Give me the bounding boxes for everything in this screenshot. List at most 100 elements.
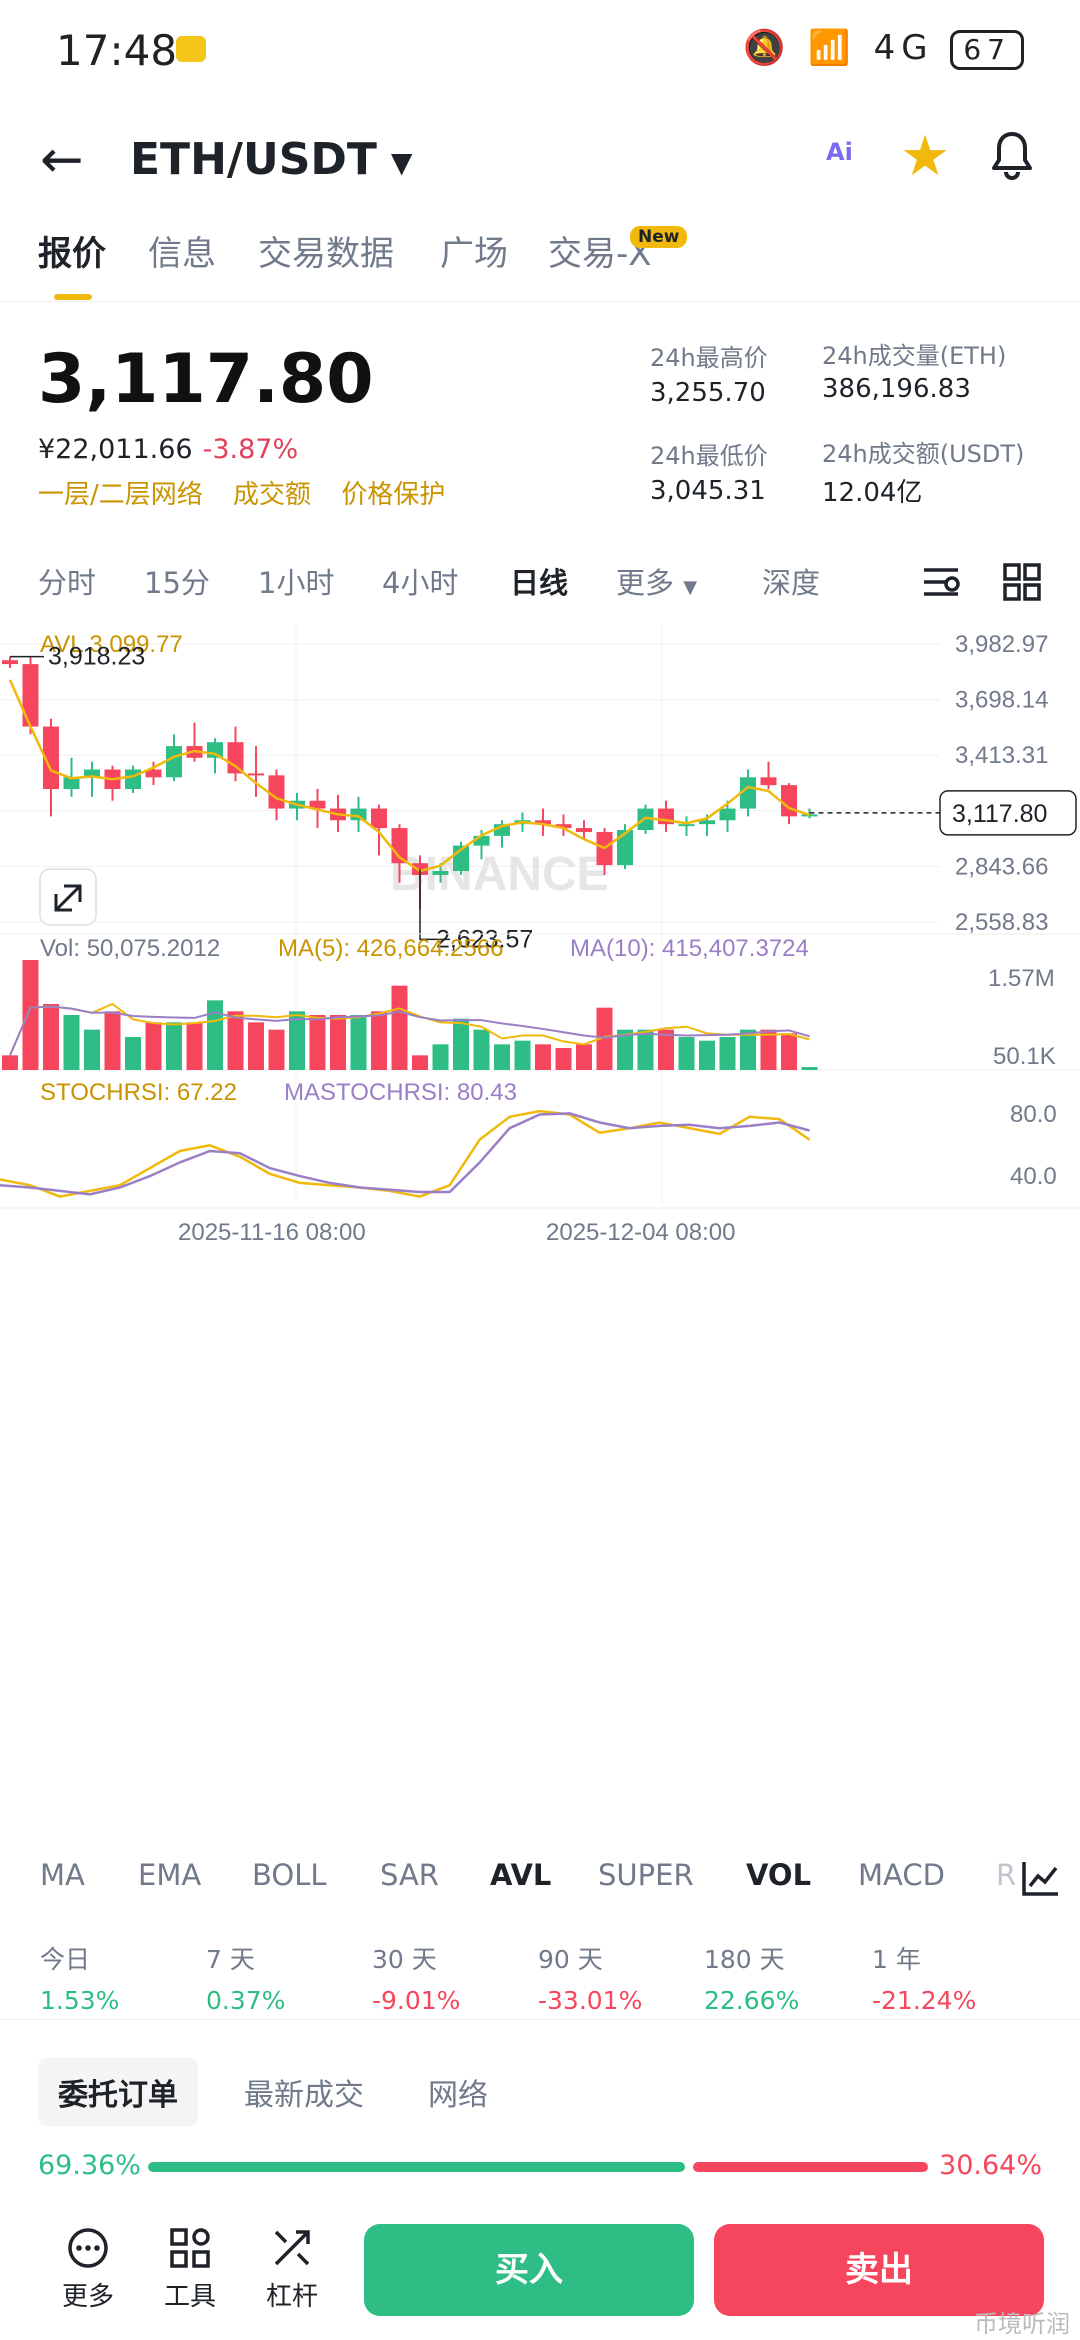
performance-row: 今日 1.53% 7 天 0.37% 30 天 -9.01% 90 天 -33.01% … — [0, 1940, 1080, 2020]
volume-bar — [371, 1011, 387, 1070]
interval-1h[interactable]: 1小时 — [258, 566, 335, 600]
price-change: -3.87% — [202, 434, 299, 465]
ind-boll[interactable]: BOLL — [252, 1858, 327, 1892]
volume-bar — [248, 1022, 264, 1070]
star-icon[interactable]: ★ — [900, 124, 951, 189]
candle-body — [760, 777, 777, 786]
tools-label: 工具 — [163, 2282, 216, 2312]
volume-bar — [186, 1022, 203, 1070]
candle-body — [43, 726, 59, 790]
tab-quote[interactable]: 报价 — [38, 234, 106, 274]
candle-body — [699, 820, 715, 825]
x-axis-label: 2025-12-04 08:00 — [546, 1219, 736, 1246]
candle-body — [309, 800, 326, 809]
indicator-chart-icon[interactable] — [1020, 1858, 1062, 1898]
notification-icon — [176, 36, 206, 62]
ind-sar[interactable]: SAR — [380, 1858, 439, 1892]
perf-7d: 7 天 0.37% — [206, 1940, 285, 2015]
high-annotation: 3,918.23 — [48, 643, 145, 671]
more-dots-icon — [68, 2228, 108, 2268]
chart-svg[interactable]: BINANCE3,982.973,698.143,413.313,128.492… — [0, 624, 1080, 1840]
ai-icon[interactable]: Ai — [826, 138, 853, 166]
candle-body — [535, 820, 551, 825]
tools-button[interactable]: 工具 — [150, 2224, 230, 2313]
ind-ema[interactable]: EMA — [138, 1858, 202, 1892]
bottom-bar: 更多 工具 杠杆 买入 卖出 — [0, 2220, 1080, 2340]
volume-bar — [699, 1040, 715, 1070]
volume-bar — [781, 1033, 797, 1070]
volume-bar — [391, 985, 408, 1070]
leverage-button[interactable]: 杠杆 — [252, 2224, 332, 2313]
interval-more[interactable]: 更多 ▼ — [616, 560, 697, 602]
volume-bar — [125, 1037, 141, 1070]
perf-value: -21.24% — [872, 1986, 977, 2015]
chart-settings-icon[interactable] — [920, 562, 964, 602]
interval-1d[interactable]: 日线 — [510, 566, 569, 600]
tab-info[interactable]: 信息 — [148, 234, 216, 274]
candle-body — [576, 828, 592, 832]
interval-line[interactable]: 分时 — [38, 566, 97, 600]
vol-tick: 1.57M — [988, 965, 1055, 992]
interval-4h[interactable]: 4小时 — [382, 566, 459, 600]
caret-down-icon: ▼ — [683, 577, 698, 598]
tab-network[interactable]: 网络 — [428, 2078, 488, 2113]
ind-r[interactable]: R — [996, 1858, 1017, 1892]
tab-order-book[interactable]: 委托订单 — [38, 2058, 198, 2126]
more-button[interactable]: 更多 — [48, 2224, 128, 2313]
indicator-tabs: MA EMA BOLL SAR AVL SUPER VOL MACD R — [0, 1858, 1080, 1914]
tag-l1-l2[interactable]: 一层/二层网络 — [38, 480, 203, 510]
mastochrsi-line — [0, 1112, 810, 1196]
low-annotation: 2,623.57 — [436, 925, 533, 953]
volume-bar — [2, 1055, 18, 1070]
low-annotation-line — [419, 869, 450, 941]
high-value: 3,255.70 — [650, 378, 766, 408]
perf-value: 22.66% — [704, 1986, 800, 2015]
depth-tab[interactable]: 深度 — [762, 566, 821, 600]
tab-latest-trades[interactable]: 最新成交 — [244, 2078, 364, 2113]
back-arrow-icon[interactable]: ← — [40, 130, 84, 190]
buy-button[interactable]: 买入 — [364, 2224, 694, 2316]
price-chart[interactable]: BINANCE3,982.973,698.143,413.313,128.492… — [0, 624, 1080, 1840]
status-bar: 17:48 🔕 📶 4G 67 — [0, 0, 1080, 100]
candle-body — [207, 742, 223, 758]
candle-body — [781, 785, 797, 817]
tab-square[interactable]: 广场 — [440, 234, 508, 274]
sell-button[interactable]: 卖出 — [714, 2224, 1044, 2316]
volume-bar — [678, 1037, 695, 1070]
bell-icon[interactable] — [990, 128, 1034, 182]
leverage-label: 杠杆 — [265, 2282, 318, 2312]
candle-body — [84, 769, 100, 778]
candle-body — [2, 660, 18, 665]
mastochrsi-label: MASTOCHRSI: 80.43 — [284, 1079, 517, 1106]
new-badge: New — [630, 226, 688, 248]
pair-selector[interactable]: ETH/USDT ▼ — [130, 134, 412, 185]
ind-ma[interactable]: MA — [40, 1858, 85, 1892]
grid-layout-icon[interactable] — [1002, 562, 1042, 602]
volume-bar — [268, 1029, 285, 1070]
perf-label: 7 天 — [206, 1945, 255, 1974]
volume-bar — [166, 1022, 182, 1070]
watermark: 币境听润 — [974, 2310, 1070, 2338]
avl-label: AVL 3,099.77 — [40, 631, 183, 658]
y-tick-label: 3,413.31 — [955, 742, 1048, 769]
sell-ratio: 30.64% — [939, 2150, 1042, 2181]
interval-tabs: 分时 15分 1小时 4小时 日线 更多 ▼ 深度 — [0, 560, 1080, 620]
sell-ratio-bar — [693, 2162, 928, 2172]
perf-label: 1 年 — [872, 1945, 921, 1974]
interval-15m[interactable]: 15分 — [144, 566, 210, 600]
ind-super[interactable]: SUPER — [598, 1858, 694, 1892]
network-label: 4G — [873, 28, 934, 68]
tag-price-protect[interactable]: 价格保护 — [341, 480, 446, 510]
volume-bar — [84, 1029, 100, 1070]
ind-vol[interactable]: VOL — [746, 1858, 812, 1892]
candle-body — [166, 746, 182, 778]
ind-avl[interactable]: AVL — [490, 1858, 552, 1892]
tab-trade-data[interactable]: 交易数据 — [258, 234, 394, 274]
low-label: 24h最低价 — [650, 442, 768, 470]
volume-bar — [637, 1029, 654, 1070]
volume-bar — [514, 1040, 531, 1070]
stoch-tick: 40.0 — [1010, 1163, 1057, 1190]
tag-turnover[interactable]: 成交额 — [233, 480, 312, 510]
y-tick-label: 2,843.66 — [955, 853, 1048, 880]
ind-macd[interactable]: MACD — [858, 1858, 945, 1892]
